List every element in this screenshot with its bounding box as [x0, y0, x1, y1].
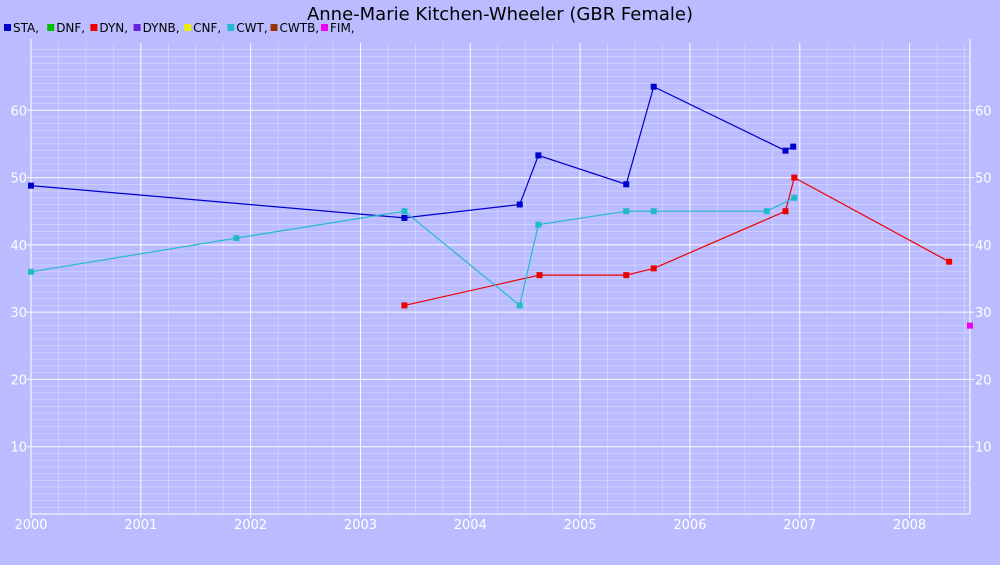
x-tick-label: 2003: [344, 518, 377, 533]
legend-label: FIM,: [330, 21, 355, 35]
data-point-sta: [535, 152, 542, 159]
data-point-cwt: [535, 221, 542, 228]
y-tick-label-left: 50: [10, 172, 27, 187]
legend-swatch: [321, 24, 328, 31]
legend: STA, DNF, DYN, DYNB, CNF, CWT, CWTB, FIM,: [4, 21, 355, 35]
series-layer: [28, 83, 973, 329]
data-point-fim: [967, 322, 973, 329]
chart-title: Anne-Marie Kitchen-Wheeler (GBR Female): [307, 4, 693, 25]
data-point-cwt: [401, 208, 408, 215]
y-tick-label-left: 60: [10, 104, 27, 119]
data-point-sta: [28, 182, 34, 189]
data-point-dyn: [946, 258, 953, 265]
data-point-sta: [650, 83, 657, 90]
data-point-cwt: [623, 208, 630, 215]
series-line-dyn: [404, 176, 950, 306]
data-point-cwt: [233, 235, 240, 242]
data-point-sta: [623, 181, 630, 188]
data-point-dyn: [782, 208, 789, 215]
legend-label: CWTB,: [280, 21, 320, 35]
y-tick-label-left: 20: [10, 373, 27, 388]
data-point-dyn: [536, 272, 543, 279]
x-tick-label: 2004: [454, 518, 487, 533]
series-line-sta: [30, 85, 794, 219]
data-point-sta: [401, 214, 408, 221]
legend-label: CWT,: [236, 21, 267, 35]
y-tick-label-right: 20: [975, 373, 992, 388]
data-point-dyn: [791, 174, 798, 181]
legend-label: STA,: [13, 21, 39, 35]
data-point-dyn: [623, 272, 630, 279]
y-tick-label-right: 40: [975, 239, 992, 254]
legend-swatch: [227, 24, 235, 31]
y-tick-label-left: 30: [10, 306, 27, 321]
x-tick-label: 2006: [673, 518, 706, 533]
axes: 10 10 20 20 30 30 40 40 50 50 60 60 2000 2001 2002 2003…: [10, 39, 992, 533]
data-point-cwt: [650, 208, 657, 215]
y-tick-label-right: 30: [975, 306, 992, 321]
data-point-cwt: [791, 194, 798, 201]
data-point-sta: [790, 143, 797, 150]
y-tick-label-left: 10: [10, 441, 27, 456]
data-point-cwt: [28, 268, 34, 275]
legend-label: CNF,: [193, 21, 221, 35]
data-point-cwt: [763, 208, 770, 215]
grid: [30, 43, 970, 514]
x-tick-label: 2002: [234, 518, 267, 533]
data-point-dyn: [650, 265, 657, 272]
y-tick-label-left: 40: [10, 239, 27, 254]
data-point-cwt: [516, 302, 523, 309]
data-point-sta: [782, 147, 789, 154]
legend-label: DYN,: [99, 21, 128, 35]
x-tick-label: 2008: [893, 518, 926, 533]
y-tick-label-right: 50: [975, 172, 992, 187]
data-point-sta: [516, 201, 523, 208]
x-tick-label: 2007: [783, 518, 816, 533]
legend-label: DYNB,: [143, 21, 180, 35]
y-tick-label-right: 60: [975, 104, 992, 119]
legend-swatch: [47, 24, 55, 31]
x-tick-label: 2001: [124, 518, 157, 533]
legend-swatch: [184, 24, 192, 31]
legend-swatch: [270, 24, 278, 31]
legend-swatch: [90, 24, 98, 31]
legend-label: DNF,: [56, 21, 85, 35]
y-tick-label-right: 10: [975, 441, 992, 456]
x-tick-label: 2005: [564, 518, 597, 533]
legend-swatch: [4, 24, 11, 31]
data-point-dyn: [401, 302, 408, 309]
legend-swatch: [133, 24, 141, 31]
x-tick-label: 2000: [14, 518, 47, 533]
